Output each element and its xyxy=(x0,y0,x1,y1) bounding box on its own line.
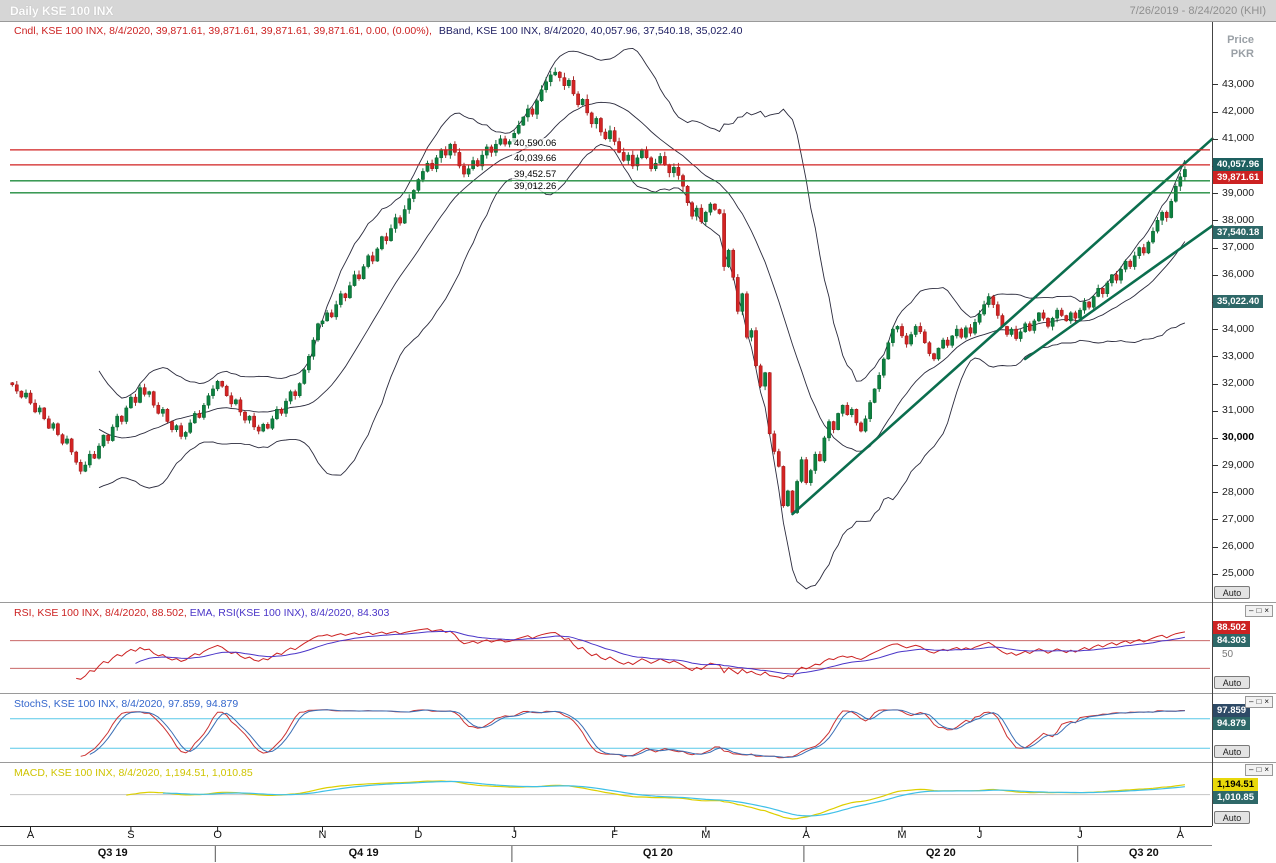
rsi-legend: RSI, KSE 100 INX, 8/4/2020, 88.502, EMA,… xyxy=(14,607,389,619)
price-unit-line2: PKR xyxy=(1230,48,1254,60)
panel-maximize-icon[interactable]: □ xyxy=(1256,765,1262,774)
stoch-panel-controls: – □ × xyxy=(1245,696,1273,708)
panel-close-icon[interactable]: × xyxy=(1264,606,1269,615)
macd-legend-text: MACD, KSE 100 INX, 8/4/2020, 1,194.51, 1… xyxy=(14,767,253,779)
rsi-panel-controls: – □ × xyxy=(1245,605,1273,617)
candle-legend-text: Cndl, KSE 100 INX, 8/4/2020, 39,871.61, … xyxy=(14,25,432,37)
panel-minimize-icon[interactable]: – xyxy=(1249,606,1254,615)
stoch-legend-text: StochS, KSE 100 INX, 8/4/2020, 97.859, 9… xyxy=(14,698,239,710)
macd-panel-controls: – □ × xyxy=(1245,764,1273,776)
price-axis-auto-button[interactable]: Auto xyxy=(1214,586,1250,599)
price-axis-unit-label: Price PKR xyxy=(1206,33,1254,61)
price-unit-line1: Price xyxy=(1227,34,1254,46)
panel-close-icon[interactable]: × xyxy=(1264,697,1269,706)
stoch-axis-auto-button[interactable]: Auto xyxy=(1214,745,1250,758)
panel-maximize-icon[interactable]: □ xyxy=(1256,697,1262,706)
stoch-legend: StochS, KSE 100 INX, 8/4/2020, 97.859, 9… xyxy=(14,698,238,710)
window-title: Daily KSE 100 INX xyxy=(10,3,114,18)
rsi-ema-legend-text: EMA, RSI(KSE 100 INX), 8/4/2020, 84.303 xyxy=(189,607,390,619)
rsi-legend-text: RSI, KSE 100 INX, 8/4/2020, 88.502, xyxy=(14,607,187,619)
main-legend: Cndl, KSE 100 INX, 8/4/2020, 39,871.61, … xyxy=(14,25,742,37)
panel-maximize-icon[interactable]: □ xyxy=(1256,606,1262,615)
titlebar-date-range: 7/26/2019 - 8/24/2020 (KHI) xyxy=(1129,4,1266,17)
titlebar: Daily KSE 100 INX 7/26/2019 - 8/24/2020 … xyxy=(0,0,1276,22)
macd-axis-auto-button[interactable]: Auto xyxy=(1214,811,1250,824)
rsi-axis-auto-button[interactable]: Auto xyxy=(1214,676,1250,689)
bband-legend-text: BBand, KSE 100 INX, 8/4/2020, 40,057.96,… xyxy=(438,25,743,37)
macd-legend: MACD, KSE 100 INX, 8/4/2020, 1,194.51, 1… xyxy=(14,767,253,779)
panel-minimize-icon[interactable]: – xyxy=(1249,765,1254,774)
panel-close-icon[interactable]: × xyxy=(1264,765,1269,774)
panel-minimize-icon[interactable]: – xyxy=(1249,697,1254,706)
